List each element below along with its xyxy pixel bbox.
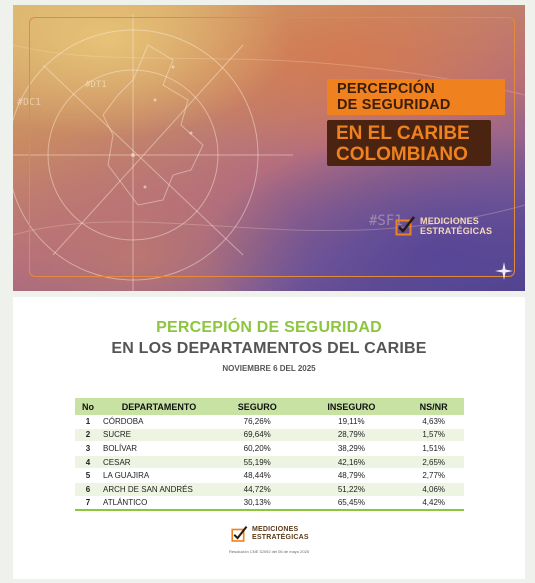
- table-row: 4 CESAR 55,19% 42,16% 2,65%: [75, 455, 464, 469]
- results-card: PERCEPIÓN DE SEGURIDAD EN LOS DEPARTAMEN…: [13, 297, 525, 579]
- cell-no: 6: [85, 484, 91, 494]
- checkbox-check-icon: [231, 526, 248, 542]
- cell-no: 3: [85, 443, 91, 453]
- cell-no: 4: [85, 457, 91, 467]
- cell-no: 5: [85, 471, 91, 481]
- table-row: 7 ATLÁNTICO 30,13% 65,45% 4,42%: [75, 496, 464, 511]
- cell-no: 7: [85, 498, 91, 508]
- brand-logo: MEDICIONES ESTRATÉGICAS: [395, 213, 492, 239]
- col-header-seguro: SEGURO: [237, 401, 277, 412]
- table-row: 6 ARCH DE SAN ANDRÉS 44,72% 51,22% 4,06%: [75, 482, 464, 497]
- footer-brand-logo: MEDICIONES ESTRATÉGICAS: [231, 525, 309, 543]
- cell-seguro: 48,44%: [243, 471, 271, 481]
- cell-inseguro: 19,11%: [338, 416, 365, 426]
- cell-departamento: BOLÍVAR: [103, 443, 138, 453]
- cell-seguro: 30,13%: [243, 498, 271, 508]
- map-label-1: #DT1: [85, 80, 107, 90]
- cell-no: 2: [85, 430, 91, 440]
- cell-inseguro: 38,29%: [337, 443, 365, 453]
- cell-nsnr: 2,77%: [422, 471, 446, 481]
- banner-title-text-2: EN EL CARIBE COLOMBIANO: [336, 123, 470, 165]
- cell-nsnr: 4,63%: [422, 416, 446, 426]
- footer-brand-line1: MEDICIONES: [252, 526, 299, 533]
- cell-inseguro: 42,16%: [337, 457, 365, 467]
- table-row: 5 LA GUAJIRA 48,44% 48,79% 2,77%: [75, 469, 464, 483]
- footer-brand-name: MEDICIONES ESTRATÉGICAS: [252, 526, 309, 542]
- cell-no: 1: [85, 416, 91, 426]
- table-row: 3 BOLÍVAR 60,20% 38,29% 1,51%: [75, 442, 464, 456]
- cell-departamento: CÓRDOBA: [103, 416, 144, 426]
- report-subheading: EN LOS DEPARTAMENTOS DEL CARIBE: [111, 340, 427, 357]
- table-row: 1 CÓRDOBA 76,26% 19,11% 4,63%: [75, 415, 464, 429]
- cell-inseguro: 65,45%: [337, 498, 365, 508]
- report-date: NOVIEMBRE 6 DEL 2025: [222, 364, 316, 373]
- checkbox-check-icon: [395, 216, 415, 236]
- banner-title-line1: PERCEPCIÓN DE SEGURIDAD: [327, 79, 505, 115]
- cell-nsnr: 1,51%: [422, 443, 446, 453]
- cell-nsnr: 2,65%: [422, 457, 446, 467]
- brand-line2: ESTRATÉGICAS: [420, 226, 493, 236]
- brand-name: MEDICIONES ESTRATÉGICAS: [420, 216, 492, 236]
- report-heading: PERCEPIÓN DE SEGURIDAD: [156, 319, 382, 336]
- cell-seguro: 69,64%: [243, 430, 271, 440]
- cell-nsnr: 4,06%: [422, 484, 446, 494]
- footer-brand-line2: ESTRATÉGICAS: [252, 534, 309, 541]
- cell-inseguro: 28,79%: [337, 430, 365, 440]
- banner: #DT1 #DC1 #SF1 PERCEPCIÓN DE SEGURIDAD E…: [13, 5, 525, 291]
- cell-departamento: SUCRE: [103, 430, 132, 440]
- cell-seguro: 76,26%: [243, 416, 271, 426]
- col-header-inseguro: INSEGURO: [327, 401, 376, 412]
- cell-seguro: 44,72%: [243, 484, 271, 494]
- banner-title-line2: EN EL CARIBE COLOMBIANO: [327, 120, 491, 166]
- cell-inseguro: 51,22%: [337, 484, 365, 494]
- sparkle-icon: [495, 262, 513, 280]
- cell-inseguro: 48,79%: [337, 471, 365, 481]
- cell-nsnr: 4,42%: [422, 498, 446, 508]
- cell-departamento: ARCH DE SAN ANDRÉS: [103, 484, 193, 494]
- banner-frame: [29, 17, 515, 277]
- col-header-nsnr: NS/NR: [419, 401, 448, 412]
- table-header-row: No DEPARTAMENTO SEGURO INSEGURO NS/NR: [75, 398, 464, 415]
- cell-nsnr: 1,57%: [422, 430, 446, 440]
- resolution-note: Resolución CNE 32092 del 06 de mayo 2025: [228, 549, 310, 554]
- cell-departamento: ATLÁNTICO: [103, 498, 148, 508]
- cell-seguro: 55,19%: [243, 457, 271, 467]
- col-header-no: No: [82, 401, 94, 412]
- map-label-3: #SF1: [369, 213, 403, 229]
- brand-line1: MEDICIONES: [420, 216, 480, 226]
- col-header-departamento: DEPARTAMENTO: [121, 401, 197, 412]
- cell-departamento: LA GUAJIRA: [103, 471, 150, 481]
- banner-title-text-1: PERCEPCIÓN DE SEGURIDAD: [337, 81, 451, 113]
- table-row: 2 SUCRE 69,64% 28,79% 1,57%: [75, 428, 464, 442]
- cell-seguro: 60,20%: [243, 443, 271, 453]
- cell-departamento: CESAR: [103, 457, 131, 467]
- results-table: No DEPARTAMENTO SEGURO INSEGURO NS/NR 1 …: [75, 398, 464, 511]
